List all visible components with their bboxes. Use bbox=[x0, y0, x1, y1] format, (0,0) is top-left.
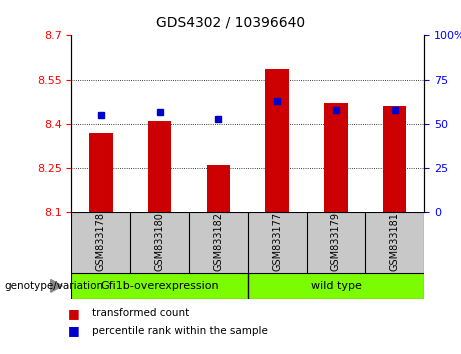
Text: GSM833181: GSM833181 bbox=[390, 212, 400, 271]
Bar bbox=[383, 106, 407, 212]
Polygon shape bbox=[51, 280, 62, 292]
Text: transformed count: transformed count bbox=[92, 308, 189, 318]
Text: Gfi1b-overexpression: Gfi1b-overexpression bbox=[100, 281, 219, 291]
Bar bbox=[266, 69, 289, 212]
Text: ■: ■ bbox=[68, 325, 80, 337]
Bar bbox=[207, 165, 230, 212]
Bar bbox=[148, 121, 171, 212]
Text: GSM833179: GSM833179 bbox=[331, 212, 341, 271]
Text: ■: ■ bbox=[68, 307, 80, 320]
Bar bbox=[89, 133, 112, 212]
Text: genotype/variation: genotype/variation bbox=[5, 281, 104, 291]
Text: GSM833178: GSM833178 bbox=[96, 212, 106, 271]
Text: GSM833177: GSM833177 bbox=[272, 212, 282, 271]
Text: wild type: wild type bbox=[311, 281, 361, 291]
Text: GSM833182: GSM833182 bbox=[213, 212, 224, 271]
Text: GDS4302 / 10396640: GDS4302 / 10396640 bbox=[156, 16, 305, 30]
Text: GSM833180: GSM833180 bbox=[154, 212, 165, 271]
Bar bbox=[324, 103, 348, 212]
Text: percentile rank within the sample: percentile rank within the sample bbox=[92, 326, 268, 336]
